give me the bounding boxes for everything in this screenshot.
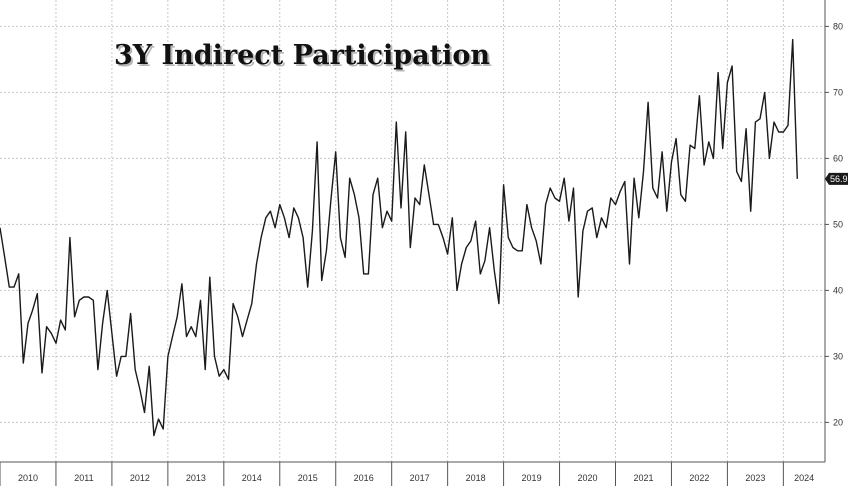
xtick-label-2020: 2020 [578, 473, 598, 483]
chart-title: 3Y Indirect Participation [114, 40, 490, 71]
ytick-label-70: 70 [833, 87, 843, 97]
x-axis: 2010 2011 2012 2013 2014 2015 2016 2017 2018 2019… [0, 461, 825, 486]
xtick-label-2016: 2016 [354, 473, 374, 483]
ytick-label-40: 40 [833, 285, 843, 295]
xtick-label-2023: 2023 [745, 473, 765, 483]
ytick-label-50: 50 [833, 219, 843, 229]
ytick-label-80: 80 [833, 21, 843, 31]
xtick-label-2010: 2010 [18, 473, 38, 483]
vertical-gridlines [55, 0, 784, 462]
ytick-label-60: 60 [833, 153, 843, 163]
xtick-label-2024: 2024 [794, 473, 814, 483]
xtick-label-2022: 2022 [689, 473, 709, 483]
xtick-label-2013: 2013 [186, 473, 206, 483]
chart-title-shadow: 3Y Indirect Participation [116, 42, 492, 73]
xtick-label-2012: 2012 [130, 473, 150, 483]
xtick-label-2021: 2021 [633, 473, 653, 483]
xtick-label-2019: 2019 [522, 473, 542, 483]
last-value-label: 56.9 [830, 174, 848, 184]
xtick-label-2017: 2017 [410, 473, 430, 483]
series-line-0 [0, 38, 798, 437]
y-axis: 20 30 40 50 60 70 80 [824, 0, 843, 462]
xtick-label-2015: 2015 [298, 473, 318, 483]
ytick-label-30: 30 [833, 351, 843, 361]
ytick-label-20: 20 [833, 417, 843, 427]
last-value-badge [825, 172, 848, 185]
xtick-label-2014: 2014 [242, 473, 262, 483]
last-value-marker: 56.9 [825, 172, 848, 185]
xtick-label-2011: 2011 [74, 473, 93, 483]
xtick-label-2018: 2018 [466, 473, 486, 483]
series-layer [0, 38, 798, 437]
